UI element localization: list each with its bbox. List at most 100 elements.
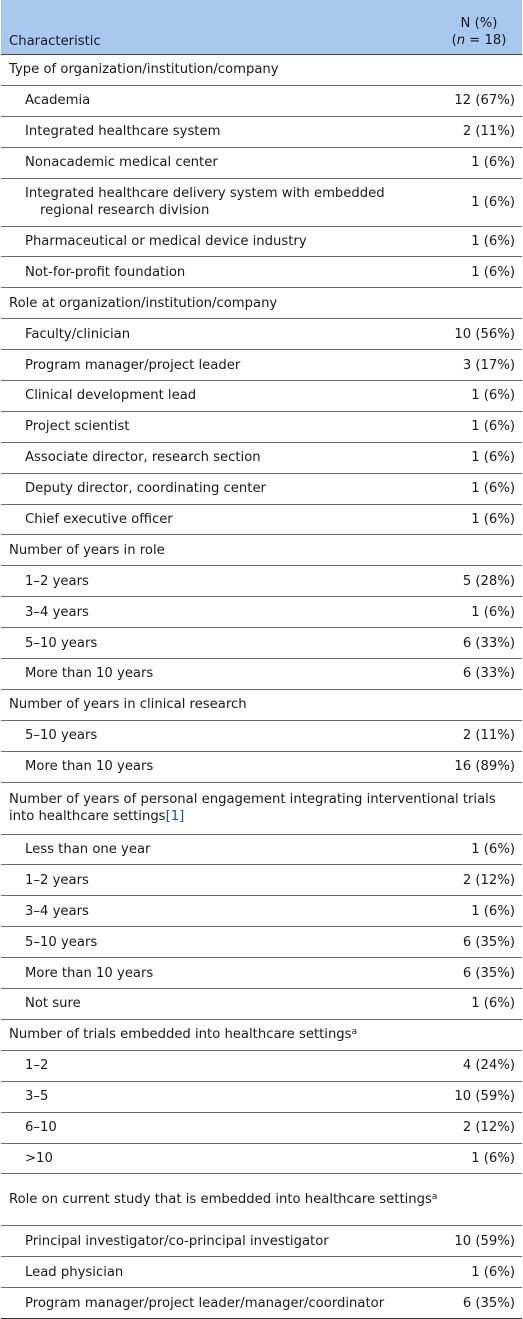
table-row: >10 1 (6%) xyxy=(1,1143,522,1175)
row-label-cell: 1–2 years xyxy=(1,565,422,598)
row-label-cell: Associate director, research section xyxy=(1,442,422,474)
row-label: 1–2 years xyxy=(25,872,89,888)
reference-number[interactable]: 1 xyxy=(170,809,180,825)
section-title: Role on current study that is embedded i… xyxy=(1,1173,522,1227)
section-title-text: Number of years in clinical research xyxy=(9,697,247,713)
table-row: Integrated healthcare system 2 (11%) xyxy=(1,116,522,148)
row-value: 6 (33%) xyxy=(422,627,522,660)
row-label: Associate director, research section xyxy=(25,450,261,466)
row-value: 6 (35%) xyxy=(422,957,522,990)
row-label: More than 10 years xyxy=(25,666,154,682)
header-n-symbol: n xyxy=(456,33,466,48)
section-title: Number of years of personal engagement i… xyxy=(1,782,522,835)
table-row: 5–10 years 2 (11%) xyxy=(1,720,522,752)
section-title: Number of trials embedded into healthcar… xyxy=(1,1019,522,1051)
row-label: Program manager/project leader xyxy=(25,357,241,373)
row-label: 3–4 years xyxy=(25,903,89,919)
row-value: 1 (6%) xyxy=(422,1256,522,1289)
row-label: >10 xyxy=(25,1150,53,1166)
row-value: 12 (67%) xyxy=(422,85,522,117)
row-value: 1 (6%) xyxy=(422,596,522,629)
row-value: 1 (6%) xyxy=(422,380,522,412)
footnote-marker: a xyxy=(431,1192,438,1203)
row-label-cell: Program manager/project leader/manager/c… xyxy=(1,1287,422,1319)
table-row: 3–5 10 (59%) xyxy=(1,1081,522,1113)
row-value: 10 (59%) xyxy=(422,1081,522,1113)
section-title-text: Number of trials embedded into healthcar… xyxy=(9,1027,352,1043)
table-row: 3–4 years 1 (6%) xyxy=(1,895,522,928)
row-label: 5–10 years xyxy=(25,728,98,744)
header-characteristic: Characteristic xyxy=(1,0,422,55)
row-label-cell: Integrated healthcare delivery system wi… xyxy=(1,178,422,227)
row-label: Deputy director, coordinating center xyxy=(25,481,266,497)
table-body: Type of organization/institution/company… xyxy=(1,54,522,1319)
row-label: Not sure xyxy=(25,996,81,1012)
row-value: 1 (6%) xyxy=(422,411,522,443)
row-value: 3 (17%) xyxy=(422,349,522,382)
section-title: Number of years in role xyxy=(1,534,522,567)
row-value: 2 (11%) xyxy=(422,116,522,148)
reference-link[interactable]: [1] xyxy=(165,809,185,825)
row-label-cell: Program manager/project leader xyxy=(1,349,422,382)
row-label-cell: More than 10 years xyxy=(1,751,422,783)
section-title: Role at organization/institution/company xyxy=(1,287,522,320)
row-value: 5 (28%) xyxy=(422,565,522,598)
table-row: Chief executive officer 1 (6%) xyxy=(1,504,522,536)
table-row: Program manager/project leader 3 (17%) xyxy=(1,349,522,382)
row-label: Program manager/project leader/manager/c… xyxy=(25,1295,385,1311)
row-label-cell: >10 xyxy=(1,1143,422,1175)
header-count-label: N (%) xyxy=(460,16,498,31)
table-row: 5–10 years 6 (33%) xyxy=(1,627,522,660)
row-label: Not-for-profit foundation xyxy=(25,264,186,280)
table-header: Characteristic N (%) (n = 18) xyxy=(1,0,522,55)
row-label-cell: 5–10 years xyxy=(1,720,422,752)
row-label-cell: 3–4 years xyxy=(1,596,422,629)
table-row: 1–2 4 (24%) xyxy=(1,1050,522,1082)
section-title-text: Type of organization/institution/company xyxy=(9,62,279,78)
header-count: N (%) (n = 18) xyxy=(422,0,522,55)
header-n-value: = 18) xyxy=(465,33,507,48)
row-label-cell: Academia xyxy=(1,85,422,117)
row-label: Faculty/clinician xyxy=(25,326,131,342)
row-label-cell: 1–2 xyxy=(1,1050,422,1082)
table-row: Principal investigator/co-principal inve… xyxy=(1,1225,522,1258)
row-value: 1 (6%) xyxy=(422,147,522,179)
section-header-row: Number of years in role xyxy=(1,534,522,567)
row-label-cell: Less than one year xyxy=(1,834,422,866)
row-value: 1 (6%) xyxy=(422,988,522,1020)
table-row: Pharmaceutical or medical device industr… xyxy=(1,226,522,258)
row-label: Integrated healthcare delivery system wi… xyxy=(25,186,385,219)
row-value: 2 (12%) xyxy=(422,864,522,897)
row-label-cell: Faculty/clinician xyxy=(1,318,422,351)
row-value: 1 (6%) xyxy=(422,895,522,928)
row-label-cell: More than 10 years xyxy=(1,957,422,990)
row-label: 3–4 years xyxy=(25,604,89,620)
row-value: 1 (6%) xyxy=(422,834,522,866)
row-label: More than 10 years xyxy=(25,965,154,981)
section-header-row: Number of years of personal engagement i… xyxy=(1,782,522,835)
row-label-cell: Clinical development lead xyxy=(1,380,422,412)
row-value: 2 (12%) xyxy=(422,1112,522,1144)
table-row: 5–10 years 6 (35%) xyxy=(1,926,522,959)
row-label-cell: Project scientist xyxy=(1,411,422,443)
row-label: 5–10 years xyxy=(25,635,98,651)
row-value: 1 (6%) xyxy=(422,504,522,536)
row-label: Project scientist xyxy=(25,419,130,435)
row-value: 10 (59%) xyxy=(422,1225,522,1258)
row-value: 1 (6%) xyxy=(422,226,522,258)
header-row: Characteristic N (%) (n = 18) xyxy=(1,0,522,55)
table-row: Integrated healthcare delivery system wi… xyxy=(1,178,522,227)
table-row: Not-for-profit foundation 1 (6%) xyxy=(1,256,522,289)
row-label-cell: 5–10 years xyxy=(1,627,422,660)
row-value: 16 (89%) xyxy=(422,751,522,783)
row-label: 6–10 xyxy=(25,1120,57,1136)
row-label-cell: Not-for-profit foundation xyxy=(1,256,422,289)
row-value: 6 (33%) xyxy=(422,658,522,690)
table-row: 1–2 years 5 (28%) xyxy=(1,565,522,598)
section-header-row: Role on current study that is embedded i… xyxy=(1,1173,522,1227)
row-label: 1–2 years xyxy=(25,573,89,589)
table-row: More than 10 years 6 (35%) xyxy=(1,957,522,990)
row-label: Lead physician xyxy=(25,1264,124,1280)
table-row: More than 10 years 16 (89%) xyxy=(1,751,522,783)
table-row: Faculty/clinician 10 (56%) xyxy=(1,318,522,351)
